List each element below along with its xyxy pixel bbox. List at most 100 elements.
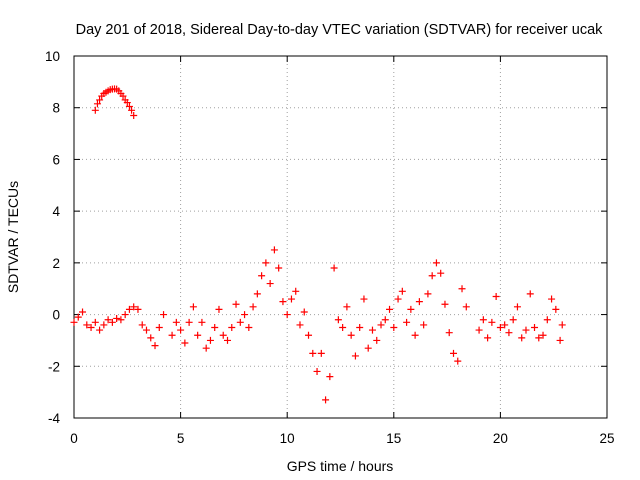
data-point-marker	[373, 336, 381, 344]
data-point-marker	[543, 316, 551, 324]
data-point-marker	[198, 318, 206, 326]
x-tick-label: 0	[70, 431, 78, 446]
data-point-marker	[558, 321, 566, 329]
data-point-marker	[177, 326, 185, 334]
y-tick-label: 4	[52, 204, 60, 219]
data-point-marker	[339, 324, 347, 331]
data-point-marker	[420, 321, 428, 329]
grid-lines	[74, 56, 607, 418]
data-point-marker	[454, 357, 462, 365]
data-point-marker	[330, 264, 338, 272]
data-point-marker	[215, 305, 223, 313]
data-point-marker	[117, 316, 125, 324]
data-point-marker	[228, 324, 236, 331]
plot-frame	[73, 55, 608, 419]
data-point-marker	[441, 300, 449, 308]
data-point-marker	[211, 324, 219, 331]
data-point-marker	[160, 311, 168, 319]
data-point-marker	[93, 100, 101, 108]
data-point-marker	[381, 316, 389, 324]
data-point-marker	[241, 311, 249, 319]
data-point-marker	[479, 316, 487, 324]
data-point-marker	[522, 326, 530, 334]
series-group	[91, 85, 138, 119]
data-point-marker	[445, 329, 453, 337]
data-point-marker	[83, 321, 91, 329]
data-point-marker	[300, 308, 308, 316]
data-point-marker	[96, 96, 104, 104]
chart-title: Day 201 of 2018, Sidereal Day-to-day VTE…	[76, 22, 604, 38]
data-point-marker	[253, 290, 261, 298]
data-point-marker	[526, 290, 534, 298]
data-point-marker	[96, 326, 104, 334]
data-point-marker	[368, 326, 376, 334]
data-point-marker	[119, 92, 127, 100]
y-tick-label: -4	[48, 411, 60, 426]
data-point-marker	[437, 269, 445, 277]
axis-ticks	[73, 55, 608, 419]
data-point-marker	[518, 334, 526, 342]
data-point-marker	[262, 259, 270, 267]
x-tick-labels: 0 5 10 15 20 25	[70, 431, 614, 446]
data-point-marker	[428, 272, 436, 280]
data-point-marker	[407, 305, 415, 313]
data-point-marker	[258, 272, 266, 280]
data-point-marker	[296, 321, 304, 329]
data-point-marker	[556, 336, 564, 344]
data-point-marker	[386, 305, 394, 313]
data-point-marker	[390, 324, 398, 331]
data-point-marker	[142, 326, 150, 334]
data-point-marker	[128, 106, 136, 114]
data-point-marker	[403, 318, 411, 326]
data-point-marker	[334, 316, 342, 324]
x-tick-label: 20	[493, 431, 508, 446]
data-point-marker	[411, 331, 419, 339]
data-point-marker	[458, 285, 466, 293]
data-point-marker	[513, 303, 521, 311]
x-axis-label: GPS time / hours	[287, 458, 394, 474]
data-point-marker	[364, 344, 372, 352]
data-point-marker	[134, 305, 142, 313]
data-point-marker	[292, 287, 300, 295]
data-point-marker	[168, 331, 176, 339]
data-point-marker	[462, 303, 470, 311]
data-point-marker	[147, 334, 155, 342]
data-point-marker	[202, 344, 210, 352]
y-tick-labels: -4 -2 0 2 4 6 8 10	[45, 49, 61, 426]
data-point-marker	[531, 324, 539, 331]
data-point-marker	[548, 295, 556, 303]
data-point-marker	[189, 303, 197, 311]
data-point-marker	[219, 331, 227, 339]
x-tick-label: 25	[599, 431, 614, 446]
series-group	[70, 246, 566, 404]
data-point-marker	[492, 292, 500, 300]
data-point-marker	[181, 339, 189, 347]
x-tick-label: 5	[177, 431, 185, 446]
data-point-marker	[130, 111, 138, 119]
data-point-marker	[224, 336, 232, 344]
x-tick-label: 10	[280, 431, 295, 446]
data-point-marker	[356, 324, 364, 331]
data-point-marker	[475, 326, 483, 334]
data-point-marker	[394, 295, 402, 303]
data-point-marker	[313, 367, 321, 375]
data-point-marker	[279, 298, 287, 306]
y-tick-label: 0	[52, 308, 60, 323]
data-point-marker	[505, 329, 513, 337]
x-tick-label: 15	[386, 431, 401, 446]
data-point-marker	[232, 300, 240, 308]
data-point-marker	[424, 290, 432, 298]
data-point-marker	[309, 349, 317, 357]
data-point-marker	[351, 352, 359, 360]
data-point-marker	[326, 373, 334, 381]
data-point-marker	[236, 318, 244, 326]
data-points	[70, 85, 566, 404]
data-point-marker	[113, 314, 121, 322]
data-point-marker	[245, 324, 253, 331]
data-point-marker	[130, 303, 138, 311]
data-point-marker	[104, 316, 112, 324]
data-point-marker	[125, 102, 133, 110]
data-point-marker	[322, 396, 330, 404]
data-point-marker	[501, 321, 509, 329]
data-point-marker	[270, 246, 278, 254]
